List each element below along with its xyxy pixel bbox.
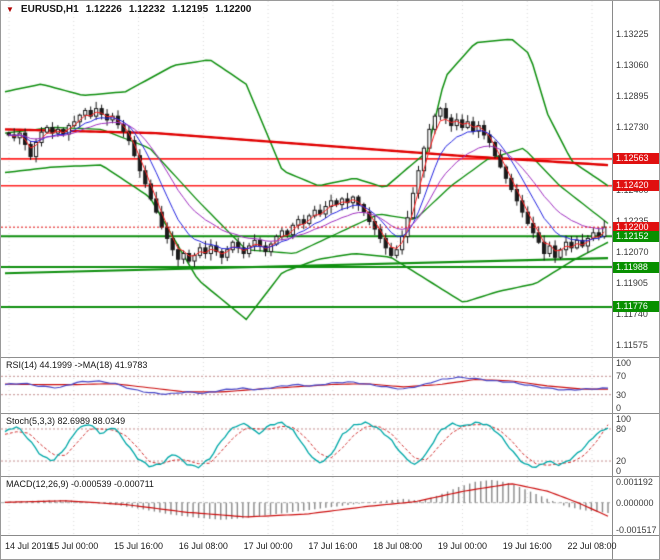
price-axis-label: 1.12730 [616, 122, 649, 133]
time-axis-label: 19 Jul 00:00 [437, 541, 487, 551]
resistance-price-tag: 1.12420 [613, 180, 659, 192]
price-axis-label: 1.13060 [616, 60, 649, 71]
macd-panel: 0.001192 0.000000 -0.001517 MACD(12,26,9) … [1, 477, 659, 535]
rsi-canvas[interactable] [1, 358, 612, 413]
time-axis-label: 15 Jul 16:00 [114, 541, 164, 551]
panel-separator[interactable] [1, 357, 659, 358]
price-axis-label: 1.12895 [616, 91, 649, 102]
stochastic-axis-label: 20 [616, 456, 627, 467]
price-chart-canvas[interactable] [1, 1, 612, 357]
stochastic-label: Stoch(5,3,3) 82.6989 88.0349 [6, 416, 126, 426]
stochastic-axis-label: 0 [616, 466, 622, 476]
price-panel: 1.132251.130601.128951.127301.125651.124… [1, 1, 659, 357]
price-axis-label: 1.11740 [616, 308, 648, 319]
chart-header: ▼ EURUSD,H1 1.12226 1.12232 1.12195 1.12… [6, 4, 251, 15]
symbol-timeframe-label: EURUSD,H1 [20, 4, 79, 15]
rsi-axis-label: 100 [616, 358, 632, 368]
axis-corner [612, 536, 659, 559]
ohlc-close-value: 1.12200 [215, 4, 252, 15]
rsi-axis[interactable]: 100 70 30 0 [612, 358, 659, 413]
support-price-tag: 1.11776 [613, 301, 659, 313]
ohlc-low-value: 1.12195 [172, 4, 209, 15]
price-axis-label: 1.13225 [616, 29, 649, 40]
rsi-axis-label: 30 [616, 389, 627, 400]
rsi-axis-label: 70 [616, 371, 627, 382]
time-axis-labels: 14 Jul 2019 15 Jul 00:00 15 Jul 16:00 16 Ju… [1, 536, 617, 559]
time-axis-label: 15 Jul 00:00 [49, 541, 99, 551]
stochastic-axis-label: 80 [616, 423, 627, 434]
time-axis-label: 18 Jul 08:00 [373, 541, 423, 551]
symbol-marker-icon: ▼ [6, 4, 14, 14]
macd-axis-label: -0.001517 [616, 525, 657, 535]
panel-separator[interactable] [1, 413, 659, 414]
time-axis-label: 17 Jul 00:00 [243, 541, 293, 551]
stochastic-axis[interactable]: 100 80 20 0 [612, 414, 659, 476]
time-axis-label: 19 Jul 16:00 [502, 541, 552, 551]
price-axis-label: 1.12235 [616, 215, 649, 226]
resistance-price-tag: 1.12563 [613, 153, 659, 165]
support-price-tag: 1.11988 [613, 261, 659, 273]
rsi-axis-label: 0 [616, 403, 622, 413]
price-axis-label: 1.12070 [616, 246, 649, 257]
time-axis-label: 17 Jul 16:00 [308, 541, 358, 551]
rsi-panel: 100 70 30 0 RSI(14) 44.1999 ->MA(18) 41.978… [1, 358, 659, 413]
price-axis[interactable]: 1.132251.130601.128951.127301.125651.124… [612, 1, 659, 357]
macd-axis[interactable]: 0.001192 0.000000 -0.001517 [612, 477, 659, 535]
price-axis-label: 1.11575 [616, 339, 648, 350]
time-axis-label: 16 Jul 08:00 [178, 541, 228, 551]
support-price-tag: 1.12152 [613, 230, 659, 242]
stochastic-canvas[interactable] [1, 414, 612, 476]
time-axis-label: 22 Jul 08:00 [567, 541, 617, 551]
macd-label: MACD(12,26,9) -0.000539 -0.000711 [6, 479, 154, 489]
time-axis-label: 14 Jul 2019 [5, 541, 52, 551]
time-axis[interactable]: 14 Jul 2019 15 Jul 00:00 15 Jul 16:00 16 Ju… [1, 535, 659, 559]
macd-axis-label: 0.000000 [616, 497, 654, 508]
ohlc-high-value: 1.12232 [128, 4, 166, 15]
stochastic-axis-label: 100 [616, 414, 632, 424]
ohlc-open-value: 1.12226 [85, 4, 122, 15]
stochastic-panel: 100 80 20 0 Stoch(5,3,3) 82.6989 88.0349 [1, 414, 659, 476]
rsi-label: RSI(14) 44.1999 ->MA(18) 41.9783 [6, 360, 148, 370]
panel-separator[interactable] [1, 476, 659, 477]
current-price-tag: 1.12200 [613, 221, 659, 233]
macd-axis-label: 0.001192 [616, 477, 653, 487]
macd-canvas[interactable] [1, 477, 612, 535]
price-axis-label: 1.11905 [616, 277, 648, 288]
